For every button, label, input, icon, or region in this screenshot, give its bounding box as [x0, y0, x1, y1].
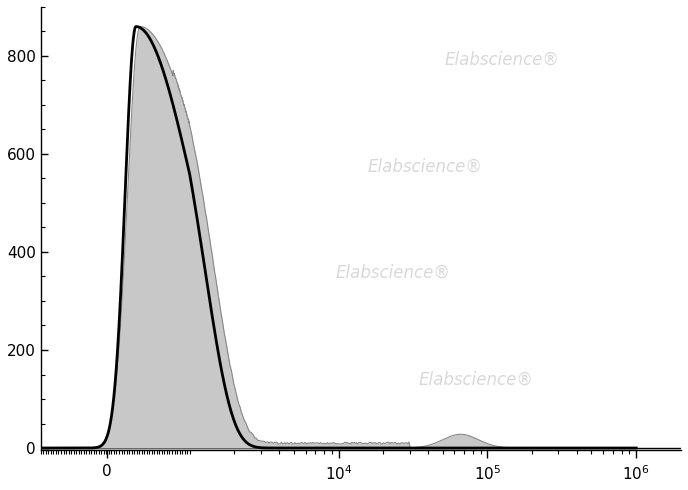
Text: Elabscience®: Elabscience® [444, 51, 559, 69]
Text: Elabscience®: Elabscience® [336, 264, 451, 282]
Text: Elabscience®: Elabscience® [419, 370, 534, 389]
Text: Elabscience®: Elabscience® [367, 158, 482, 175]
